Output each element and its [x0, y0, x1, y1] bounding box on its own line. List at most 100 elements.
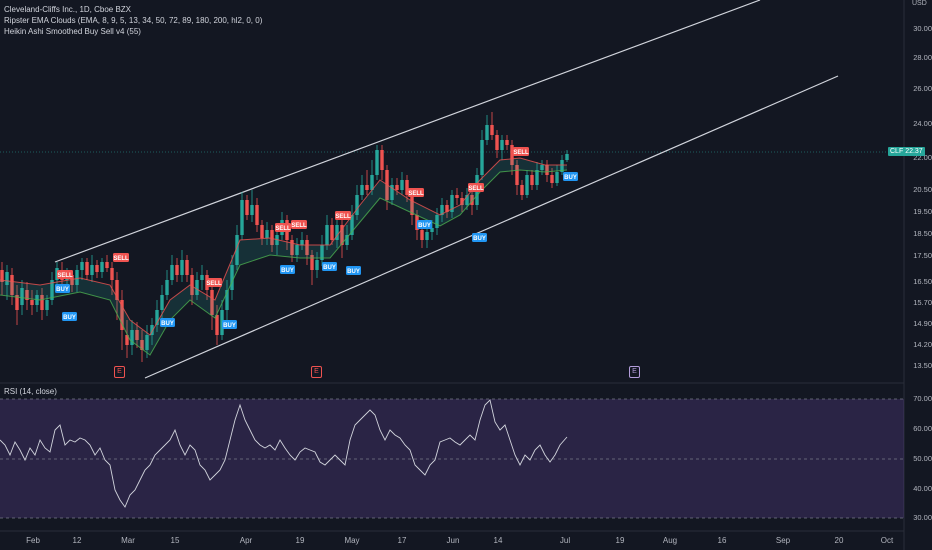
candle-body [465, 195, 469, 205]
candle-body [265, 230, 269, 238]
sell-signal-label: SELL [408, 191, 424, 197]
buy-signal [472, 233, 487, 242]
candle-body [175, 265, 179, 275]
earnings-marker-upcoming[interactable]: E [629, 366, 640, 378]
price-tick-label: 14.20 [913, 340, 932, 349]
buy-signal-label: BUY [63, 315, 76, 321]
sell-signal-label: SELL [468, 186, 484, 192]
time-tick-label: 12 [72, 536, 82, 545]
candle-body [365, 185, 369, 190]
time-axis[interactable]: Feb 12 Mar 15 Apr 19 May 17 Jun 14 Jul 19 Aug 16 Sep 20… [0, 532, 904, 550]
price-tick-label: 16.50 [913, 277, 932, 286]
candle-body [75, 270, 79, 285]
buy-signal [55, 284, 70, 293]
candle-body [500, 140, 504, 150]
indicator-ema-clouds[interactable]: Ripster EMA Clouds (EMA, 8, 9, 5, 13, 34… [4, 16, 263, 25]
time-tick-label: Apr [239, 536, 253, 545]
candle-body [70, 275, 74, 285]
candle-body [100, 262, 104, 272]
sell-signal [275, 223, 291, 232]
candle-body [480, 140, 484, 175]
candle-body [85, 262, 89, 275]
sell-signal-label: SELL [57, 273, 73, 279]
candle-body [5, 272, 9, 285]
candle-body [445, 205, 449, 212]
price-tick-label: 26.00 [913, 84, 932, 93]
candle-body [370, 175, 374, 190]
candle-body [430, 228, 434, 232]
buy-signal [563, 172, 578, 181]
time-tick-label: 20 [834, 536, 844, 545]
buy-signal-label: BUY [223, 323, 236, 329]
candle-body [150, 325, 154, 335]
candle-body [20, 288, 24, 305]
earnings-marker[interactable]: E [311, 366, 322, 378]
candle-body [450, 195, 454, 212]
candle-body [405, 180, 409, 195]
buy-signal-label: BUY [564, 175, 577, 181]
ema-line-fast [0, 157, 567, 336]
candle-body [0, 270, 4, 282]
candle-body [435, 215, 439, 228]
time-tick-label: Mar [121, 536, 135, 545]
candle-body [235, 235, 239, 265]
time-tick-label: May [344, 536, 360, 545]
sell-signal-label: SELL [291, 223, 307, 229]
candle-body [140, 340, 144, 350]
time-tick-label: 19 [295, 536, 305, 545]
symbol-title[interactable]: Cleveland-Cliffs Inc., 1D, Cboe BZX [4, 5, 132, 14]
candle-body [380, 150, 384, 170]
candle-body [490, 125, 494, 135]
price-tick-label: 28.00 [913, 53, 932, 62]
candle-body [305, 240, 309, 255]
sell-signal [408, 188, 424, 197]
candle-body [325, 225, 329, 245]
channel-lower-line [144, 75, 839, 379]
price-axis[interactable]: 30.00 28.00 26.00 24.00 22.00 20.50 19.50 18.50… [904, 0, 932, 530]
candle-body [485, 125, 489, 140]
candle-body [335, 225, 339, 240]
rsi-tick-label: 60.00 [913, 424, 932, 433]
price-tick-label: 15.70 [913, 298, 932, 307]
time-tick-label: Aug [662, 536, 678, 545]
time-tick-label: 14 [493, 536, 503, 545]
buy-signal [222, 320, 237, 329]
candle-body [560, 160, 564, 172]
rsi-tick-label: 50.00 [913, 454, 932, 463]
price-tick-label: 17.50 [913, 251, 932, 260]
sell-signal [291, 220, 307, 229]
candle-body [535, 170, 539, 185]
price-tick-label: 19.50 [913, 207, 932, 216]
buy-signal-label: BUY [281, 268, 294, 274]
price-tick-label: 30.00 [913, 24, 932, 33]
candle-body [195, 280, 199, 295]
currency-label: USD [912, 0, 927, 7]
candle-body [160, 295, 164, 310]
candle-body [40, 295, 44, 310]
candle-body [455, 195, 459, 198]
sell-signal [513, 147, 529, 156]
candle-body [250, 205, 254, 215]
candle-body [115, 280, 119, 300]
rsi-line [0, 399, 568, 508]
rsi-tick-label: 40.00 [913, 484, 932, 493]
rsi-title[interactable]: RSI (14, close) [4, 387, 57, 396]
candle-body [540, 165, 544, 170]
candle-body [410, 195, 414, 215]
candle-body [510, 145, 514, 165]
candle-body [425, 232, 429, 240]
sell-signal-label: SELL [275, 226, 291, 232]
indicator-heikin-ashi[interactable]: Heikin Ashi Smoothed Buy Sell v4 (55) [4, 27, 141, 36]
buy-signal [322, 262, 337, 271]
candle-body [260, 225, 264, 238]
current-price-value: 22.37 [905, 148, 923, 155]
candle-body [210, 290, 214, 315]
rsi-tick-label: 30.00 [913, 513, 932, 522]
candle-body [95, 265, 99, 272]
candle-body [565, 154, 569, 160]
earnings-marker[interactable]: E [114, 366, 125, 378]
buy-signal-label: BUY [473, 236, 486, 242]
time-tick-label: Feb [26, 536, 40, 545]
